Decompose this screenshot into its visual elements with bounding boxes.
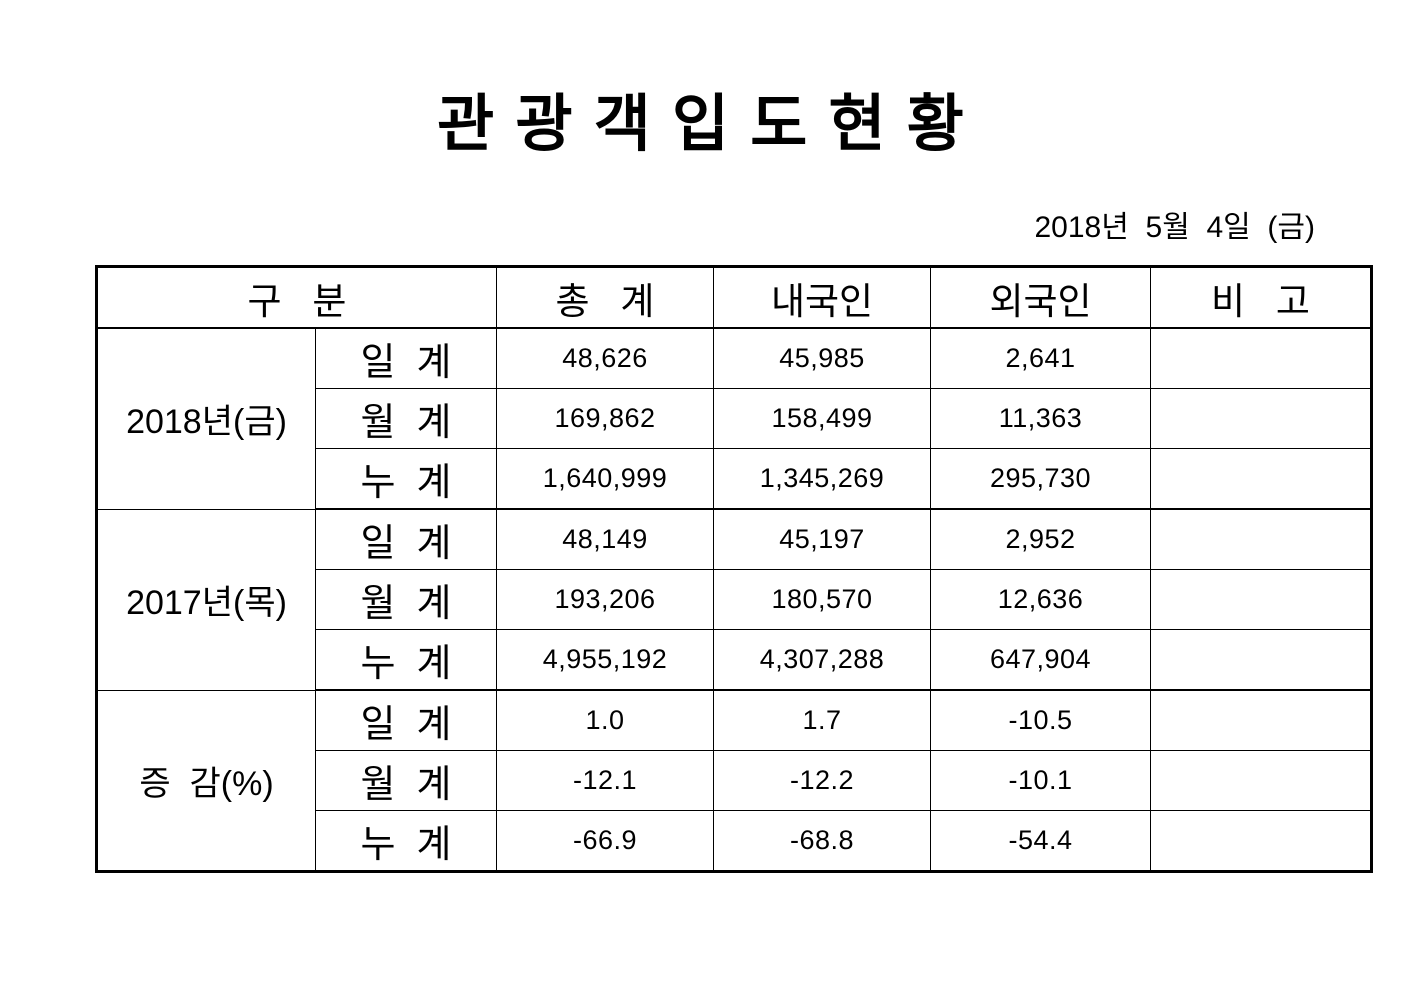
table-row: 월 계 169,862 158,499 11,363 (97, 388, 1373, 449)
row-label-cell: 누 계 (314, 629, 498, 691)
report-date: 2018년 5월 4일 (금) (1034, 211, 1316, 244)
domestic-value-cell: 45,197 (713, 508, 932, 570)
table-row: 증 감(%) 일 계 1.0 1.7 -10.5 (96, 689, 1373, 872)
tourist-arrivals-table: 구 분 총 계 내국인 외국인 비 고 2018년(금) 일 계 48,626 … (95, 265, 1374, 873)
table-row: 2018년(금) 일 계 48,626 45,985 2,641 (96, 327, 1373, 510)
header-cell-foreign: 외국인 (930, 266, 1152, 329)
foreign-value-cell: -10.5 (930, 689, 1152, 751)
total-value-cell: 1.0 (496, 689, 715, 751)
remarks-cell (1150, 448, 1373, 510)
remarks-cell (1150, 750, 1373, 811)
row-label-cell: 누 계 (314, 448, 498, 510)
foreign-value-cell: 647,904 (930, 629, 1152, 691)
foreign-value-cell: 11,363 (930, 388, 1152, 449)
total-value-cell: -66.9 (496, 810, 715, 873)
domestic-value-cell: 1.7 (713, 689, 932, 751)
foreign-value-cell: 295,730 (930, 448, 1152, 510)
remarks-cell (1150, 569, 1373, 630)
row-label-cell: 월 계 (314, 569, 498, 630)
header-cell-domestic: 내국인 (713, 266, 932, 329)
header-cell-remarks: 비 고 (1150, 266, 1373, 329)
remarks-cell (1150, 388, 1373, 449)
foreign-value-cell: -54.4 (930, 810, 1152, 873)
foreign-value-cell: -10.1 (930, 750, 1152, 811)
table-row: 월 계 193,206 180,570 12,636 (97, 569, 1373, 630)
domestic-value-cell: 158,499 (713, 388, 932, 449)
remarks-cell (1150, 327, 1373, 389)
row-label-cell: 일 계 (314, 327, 498, 389)
remarks-cell (1150, 689, 1373, 751)
total-value-cell: -12.1 (496, 750, 715, 811)
total-value-cell: 169,862 (496, 388, 715, 449)
table-row: 누 계 4,955,192 4,307,288 647,904 (97, 629, 1373, 691)
row-label-cell: 일 계 (314, 508, 498, 570)
group-label-cell-change: 증 감(%) (96, 689, 316, 872)
domestic-value-cell: -12.2 (713, 750, 932, 811)
table-row: 월 계 -12.1 -12.2 -10.1 (97, 750, 1373, 811)
table-header-row: 구 분 총 계 내국인 외국인 비 고 (95, 266, 1373, 329)
domestic-value-cell: 1,345,269 (713, 448, 932, 510)
foreign-value-cell: 2,952 (930, 508, 1152, 570)
table-row: 누 계 1,640,999 1,345,269 295,730 (97, 448, 1373, 510)
row-label-cell: 월 계 (314, 750, 498, 811)
domestic-value-cell: -68.8 (713, 810, 932, 873)
domestic-value-cell: 4,307,288 (713, 629, 932, 691)
row-label-cell: 일 계 (314, 689, 498, 751)
header-cell-total: 총 계 (496, 266, 715, 329)
total-value-cell: 48,626 (496, 327, 715, 389)
remarks-cell (1150, 629, 1373, 691)
table-row: 누 계 -66.9 -68.8 -54.4 (97, 810, 1373, 873)
group-label-cell-2018: 2018년(금) (96, 327, 316, 510)
total-value-cell: 1,640,999 (496, 448, 715, 510)
row-label-cell: 누 계 (314, 810, 498, 873)
row-label-cell: 월 계 (314, 388, 498, 449)
group-label-cell-2017: 2017년(목) (96, 508, 316, 691)
foreign-value-cell: 12,636 (930, 569, 1152, 630)
total-value-cell: 48,149 (496, 508, 715, 570)
remarks-cell (1150, 508, 1373, 570)
table-row: 2017년(목) 일 계 48,149 45,197 2,952 (96, 508, 1373, 691)
remarks-cell (1150, 810, 1373, 873)
page-title: 관 광 객 입 도 현 황 (437, 90, 966, 159)
total-value-cell: 4,955,192 (496, 629, 715, 691)
header-cell-category: 구 분 (95, 266, 498, 329)
foreign-value-cell: 2,641 (930, 327, 1152, 389)
total-value-cell: 193,206 (496, 569, 715, 630)
domestic-value-cell: 180,570 (713, 569, 932, 630)
domestic-value-cell: 45,985 (713, 327, 932, 389)
